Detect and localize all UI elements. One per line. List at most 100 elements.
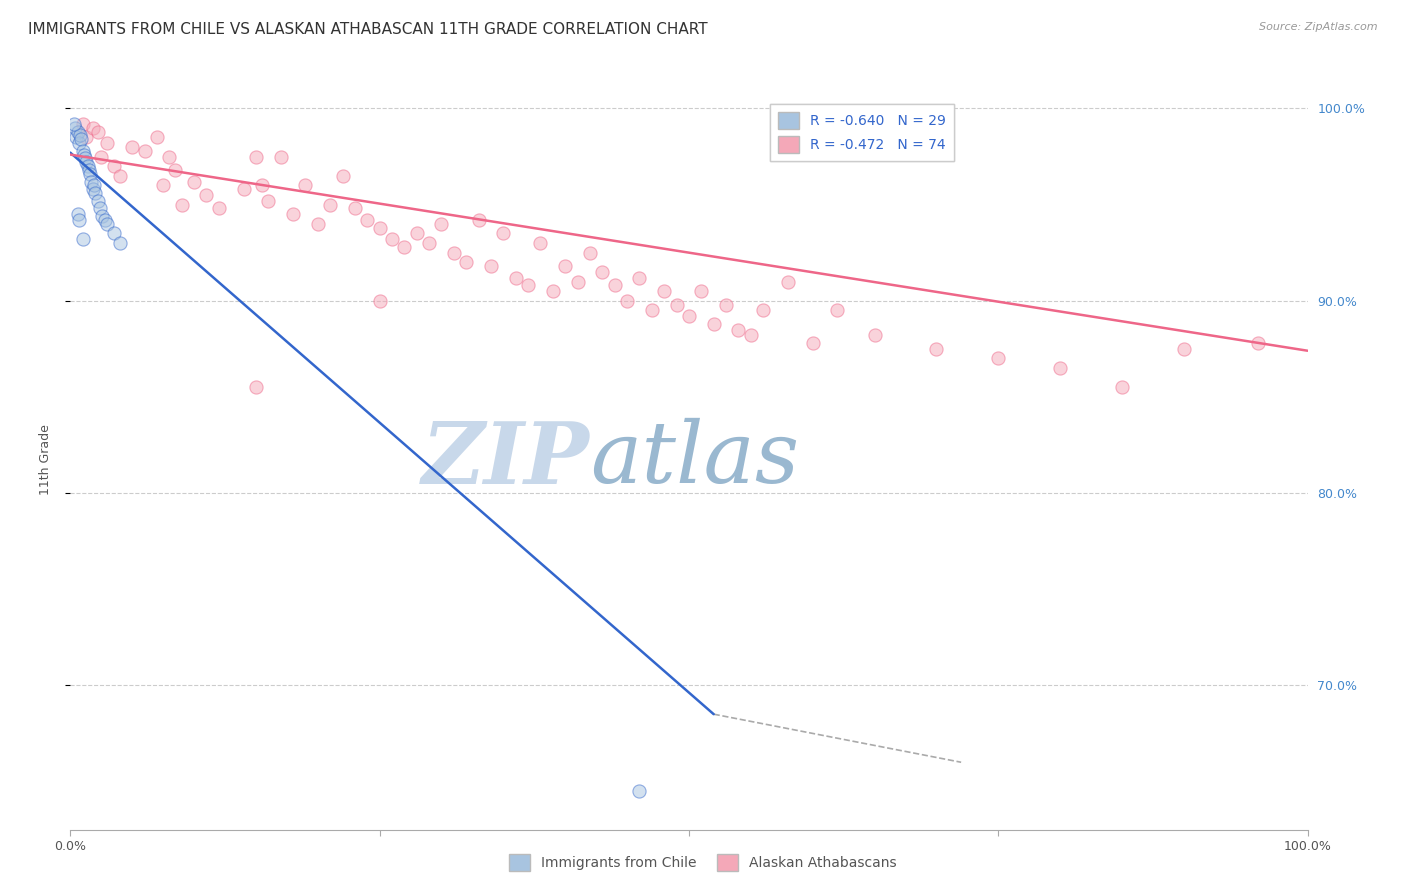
Point [628,270,651,285]
Point [70,132,93,146]
Point [1247,336,1270,351]
Point [294,178,316,193]
Point [281,207,304,221]
Point [368,293,391,308]
Point [863,328,886,343]
Point [108,235,131,250]
Point [80,174,103,188]
Point [89,202,111,216]
Legend: R = -0.640   N = 29, R = -0.472   N = 74: R = -0.640 N = 29, R = -0.472 N = 74 [769,103,955,161]
Point [75,152,97,166]
Point [727,322,749,336]
Point [66,124,89,138]
Point [690,284,713,298]
Point [165,163,187,178]
Point [505,270,527,285]
Point [79,167,101,181]
Point [250,178,273,193]
Point [65,120,87,135]
Point [492,227,515,241]
Point [146,130,169,145]
Point [479,259,502,273]
Point [75,155,97,169]
Point [541,284,564,298]
Point [628,784,651,798]
Point [96,217,118,231]
Text: Source: ZipAtlas.com: Source: ZipAtlas.com [1260,22,1378,32]
Point [67,213,90,227]
Point [418,235,440,250]
Point [82,120,104,135]
Point [517,278,540,293]
Point [82,182,104,196]
Point [776,275,799,289]
Point [332,169,354,183]
Text: atlas: atlas [591,418,799,500]
Point [83,178,105,193]
Point [652,284,675,298]
Text: ZIP: ZIP [422,417,591,501]
Point [925,342,948,356]
Point [703,317,725,331]
Point [245,380,267,394]
Point [108,169,131,183]
Point [714,297,737,311]
Point [63,117,86,131]
Point [72,232,94,246]
Point [72,144,94,158]
Point [73,147,96,161]
Point [270,149,292,163]
Text: IMMIGRANTS FROM CHILE VS ALASKAN ATHABASCAN 11TH GRADE CORRELATION CHART: IMMIGRANTS FROM CHILE VS ALASKAN ATHABAS… [28,22,707,37]
Point [368,220,391,235]
Point [157,149,180,163]
Point [307,217,329,231]
Point [103,227,125,241]
Point [195,188,218,202]
Point [529,235,551,250]
Point [1049,361,1071,376]
Point [96,136,118,150]
Point [232,182,254,196]
Point [740,328,762,343]
Legend: Immigrants from Chile, Alaskan Athabascans: Immigrants from Chile, Alaskan Athabasca… [503,848,903,876]
Point [443,245,465,260]
Point [678,309,700,323]
Point [245,149,267,163]
Point [1111,380,1133,394]
Point [208,202,231,216]
Point [69,128,91,143]
Point [84,186,107,200]
Point [319,197,342,211]
Point [467,213,489,227]
Point [75,130,97,145]
Point [152,178,174,193]
Point [827,303,849,318]
Point [121,140,143,154]
Point [183,174,205,188]
Point [76,159,98,173]
Point [343,202,366,216]
Point [567,275,589,289]
Point [103,159,125,173]
Point [616,293,638,308]
Point [134,144,156,158]
Point [987,351,1010,366]
Point [86,194,108,208]
Point [554,259,576,273]
Point [257,194,280,208]
Point [801,336,824,351]
Point [90,149,112,163]
Point [1173,342,1195,356]
Point [86,124,108,138]
Point [456,255,478,269]
Point [67,136,90,150]
Y-axis label: 11th Grade: 11th Grade [39,424,52,495]
Point [603,278,626,293]
Point [579,245,602,260]
Point [381,232,404,246]
Point [72,117,94,131]
Point [752,303,775,318]
Point [430,217,453,231]
Point [394,240,416,254]
Point [77,163,100,178]
